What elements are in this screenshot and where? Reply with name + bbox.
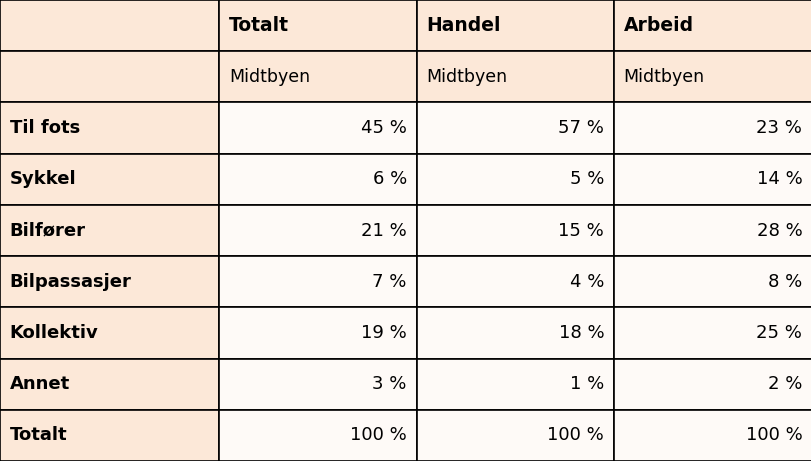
Text: 4 %: 4 %	[569, 273, 603, 291]
Bar	[219, 51, 416, 102]
Text: 14 %: 14 %	[756, 170, 801, 188]
Text: Midtbyen: Midtbyen	[426, 68, 507, 86]
Bar	[0, 359, 219, 410]
Bar	[219, 410, 416, 461]
Text: 18 %: 18 %	[558, 324, 603, 342]
Bar	[416, 205, 613, 256]
Bar	[416, 307, 613, 359]
Bar	[0, 205, 219, 256]
Bar	[0, 0, 219, 51]
Bar	[219, 154, 416, 205]
Text: 1 %: 1 %	[569, 375, 603, 393]
Text: 8 %: 8 %	[767, 273, 801, 291]
Text: 2 %: 2 %	[767, 375, 801, 393]
Text: 25 %: 25 %	[756, 324, 801, 342]
Text: 6 %: 6 %	[372, 170, 406, 188]
Text: 5 %: 5 %	[569, 170, 603, 188]
Bar	[416, 0, 613, 51]
Text: Totalt: Totalt	[10, 426, 67, 444]
Bar	[219, 0, 416, 51]
Bar	[613, 102, 811, 154]
Bar	[219, 102, 416, 154]
Text: 100 %: 100 %	[350, 426, 406, 444]
Text: 57 %: 57 %	[558, 119, 603, 137]
Bar	[0, 154, 219, 205]
Text: 21 %: 21 %	[361, 221, 406, 240]
Text: 100 %: 100 %	[547, 426, 603, 444]
Text: 45 %: 45 %	[361, 119, 406, 137]
Bar	[219, 307, 416, 359]
Text: Midtbyen: Midtbyen	[623, 68, 704, 86]
Bar	[219, 256, 416, 307]
Text: 23 %: 23 %	[756, 119, 801, 137]
Text: Midtbyen: Midtbyen	[229, 68, 310, 86]
Text: Totalt: Totalt	[229, 16, 289, 35]
Bar	[416, 154, 613, 205]
Text: Bilfører: Bilfører	[10, 221, 86, 240]
Text: Annet: Annet	[10, 375, 70, 393]
Bar	[416, 410, 613, 461]
Bar	[613, 154, 811, 205]
Bar	[416, 51, 613, 102]
Text: Til fots: Til fots	[10, 119, 80, 137]
Text: Kollektiv: Kollektiv	[10, 324, 98, 342]
Bar	[613, 359, 811, 410]
Text: 28 %: 28 %	[756, 221, 801, 240]
Bar	[416, 256, 613, 307]
Bar	[613, 205, 811, 256]
Text: 3 %: 3 %	[372, 375, 406, 393]
Text: Handel: Handel	[426, 16, 500, 35]
Bar	[0, 307, 219, 359]
Text: 100 %: 100 %	[744, 426, 801, 444]
Bar	[219, 205, 416, 256]
Bar	[0, 410, 219, 461]
Bar	[416, 359, 613, 410]
Text: Arbeid: Arbeid	[623, 16, 693, 35]
Text: 19 %: 19 %	[361, 324, 406, 342]
Bar	[416, 102, 613, 154]
Bar	[0, 51, 219, 102]
Bar	[613, 51, 811, 102]
Text: 15 %: 15 %	[558, 221, 603, 240]
Bar	[613, 307, 811, 359]
Bar	[613, 0, 811, 51]
Text: 7 %: 7 %	[372, 273, 406, 291]
Bar	[0, 256, 219, 307]
Bar	[613, 256, 811, 307]
Bar	[219, 359, 416, 410]
Text: Sykkel: Sykkel	[10, 170, 76, 188]
Text: Bilpassasjer: Bilpassasjer	[10, 273, 131, 291]
Bar	[613, 410, 811, 461]
Bar	[0, 102, 219, 154]
